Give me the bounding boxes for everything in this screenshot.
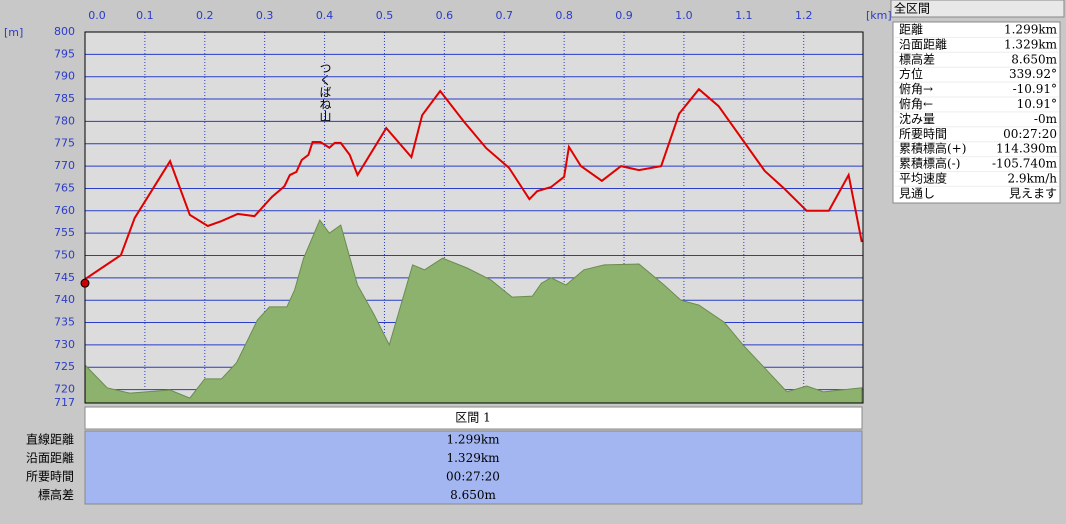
x-tick-label: 1.1: [735, 9, 753, 22]
row-label: 沿面距離: [26, 451, 74, 465]
x-tick-label: 0.0: [88, 9, 106, 22]
x-tick-label: 0.1: [136, 9, 154, 22]
panel-label: 方位: [899, 66, 923, 81]
y-unit: [m]: [4, 26, 23, 39]
y-tick-label: 750: [54, 248, 75, 261]
row-value: 1.329km: [446, 451, 500, 465]
panel-label: 所要時間: [899, 127, 947, 141]
panel-value: 見えます: [1009, 186, 1057, 200]
x-tick-label: 0.6: [436, 9, 454, 22]
elevation-line: [84, 87, 863, 281]
panel-label: 距離: [899, 23, 923, 37]
x-tick-label: 0.8: [555, 9, 573, 22]
panel-value: -0m: [1034, 112, 1058, 126]
row-label: 直線距離: [26, 432, 74, 447]
panel-value: 10.91°: [1017, 97, 1057, 111]
x-tick-label: 0.7: [495, 9, 513, 22]
panel-label: 沈み量: [899, 111, 935, 126]
x-tick-label: 0.5: [376, 9, 394, 22]
y-tick-label: 745: [54, 271, 75, 284]
panel-title: 全区間: [894, 1, 930, 16]
y-tick-label: 765: [54, 181, 75, 194]
panel-value: 114.390m: [996, 142, 1058, 156]
x-tick-label: 0.4: [316, 9, 334, 22]
y-tick-label: 800: [54, 25, 75, 38]
panel-value: 1.329km: [1004, 37, 1058, 51]
panel-label: 平均速度: [899, 171, 947, 186]
y-tick-label: 770: [54, 159, 75, 172]
row-value: 1.299km: [446, 433, 500, 447]
y-tick-label: 775: [54, 137, 75, 150]
panel-label: 累積標高(+): [899, 141, 966, 156]
section-header-box: [84, 406, 863, 430]
y-tick-label: 790: [54, 70, 75, 83]
y-tick-label: 730: [54, 338, 75, 351]
row-value: 8.650m: [450, 488, 496, 502]
panel-value: 1.299km: [1004, 23, 1058, 37]
section-body: [84, 430, 863, 505]
x-tick-label: 0.3: [256, 9, 274, 22]
y-tick-label: 717: [54, 396, 75, 409]
panel-value: 8.650m: [1011, 52, 1057, 66]
panel-value: -10.91°: [1013, 82, 1057, 96]
row-label: 所要時間: [26, 470, 74, 484]
row-value: 00:27:20: [446, 470, 500, 484]
panel-label: 俯角→: [899, 81, 933, 96]
panel-label: 累積標高(-): [899, 156, 960, 171]
panel-value: 00:27:20: [1003, 127, 1057, 141]
y-tick-label: 760: [54, 204, 75, 217]
y-tick-label: 780: [54, 114, 75, 127]
row-label: 標高差: [38, 487, 74, 502]
panel-label: 見通し: [899, 186, 935, 200]
x-tick-label: 0.2: [196, 9, 214, 22]
start-marker: [80, 278, 90, 288]
ground-area: [84, 219, 863, 404]
y-tick-label: 735: [54, 316, 75, 329]
panel-value: -105.740m: [992, 157, 1058, 171]
x-unit: [km]: [866, 9, 892, 22]
section-header: 区間 1: [455, 411, 490, 425]
panel-label: 沿面距離: [899, 37, 947, 51]
y-tick-label: 720: [54, 383, 75, 396]
y-tick-label: 795: [54, 47, 75, 60]
x-tick-label: 1.0: [675, 9, 693, 22]
border: [84, 31, 864, 404]
y-tick-label: 755: [54, 226, 75, 239]
panel-label: 俯角←: [899, 96, 933, 111]
panel-label: 標高差: [899, 51, 935, 66]
y-tick-label: 785: [54, 92, 75, 105]
panel-value: 339.92°: [1009, 67, 1057, 81]
x-tick-label: 0.9: [615, 9, 633, 22]
x-tick-label: 1.2: [795, 9, 813, 22]
y-tick-label: 725: [54, 360, 75, 373]
y-tick-label: 740: [54, 293, 75, 306]
panel-value: 2.9km/h: [1007, 172, 1057, 186]
panel-title-box: [890, 0, 1065, 18]
